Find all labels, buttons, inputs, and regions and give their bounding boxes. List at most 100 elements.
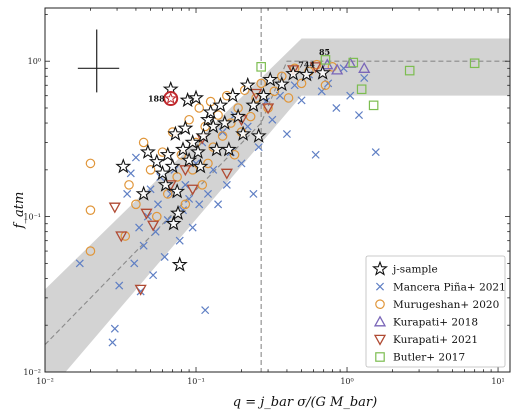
point-kurapati-2021 <box>134 284 147 296</box>
point-kurapati-2021 <box>140 208 153 220</box>
x-tick-label: 10⁻¹ <box>187 377 205 386</box>
point-j-sample <box>167 125 184 141</box>
uncertainty-band <box>45 38 510 372</box>
point-j-sample <box>230 108 247 124</box>
point-mancera-pi-a-2021 <box>209 165 218 174</box>
point-kurapati-2021 <box>309 62 322 74</box>
point-j-sample <box>224 87 241 103</box>
point-kurapati-2018 <box>358 61 371 73</box>
point-j-sample <box>262 71 279 87</box>
legend: j-sample Mancera Piña+ 2021 Murugeshan+ 20… <box>365 255 506 368</box>
point-j-sample <box>148 153 165 169</box>
point-j-sample <box>170 204 187 221</box>
point-j-sample <box>135 185 152 201</box>
annotation-label: 744 <box>298 60 315 70</box>
point-kurapati-2021 <box>186 184 199 196</box>
legend-marker <box>373 315 387 327</box>
point-murugeshan-2020 <box>296 78 307 89</box>
point-murugeshan-2020 <box>85 205 96 215</box>
point-j-sample <box>216 114 233 130</box>
point-j-sample <box>245 96 262 113</box>
x-axis-label: q = j_bar σ/(G M_bar) <box>233 395 377 410</box>
point-mancera-pi-a-2021 <box>371 148 380 157</box>
point-mancera-pi-a-2021 <box>149 271 158 280</box>
point-mancera-pi-a-2021 <box>108 338 117 347</box>
point-j-sample <box>174 141 192 157</box>
point-murugeshan-2020 <box>229 149 240 160</box>
point-mancera-pi-a-2021 <box>268 115 277 124</box>
point-j-sample <box>298 66 315 82</box>
y-axis-label: f_atm <box>12 192 27 230</box>
legend-label: Butler+ 2017 <box>393 352 465 364</box>
point-j-sample <box>164 158 181 174</box>
point-mancera-pi-a-2021 <box>153 200 163 209</box>
annotation-label: 85 <box>319 47 330 57</box>
legend-marker <box>375 282 385 291</box>
point-j-sample <box>250 127 267 143</box>
point-j-sample <box>212 96 229 113</box>
point-mancera-pi-a-2021 <box>181 180 190 189</box>
x-tick-label: 10¹ <box>491 377 504 386</box>
point-mancera-pi-a-2021 <box>115 281 124 290</box>
y-tick-label: 10⁰ <box>28 57 41 66</box>
point-mancera-pi-a-2021 <box>237 159 246 168</box>
y-tick-label: 10⁻² <box>23 368 41 377</box>
point-butler-2017 <box>356 84 367 95</box>
legend-item: j-sample <box>371 260 438 276</box>
data-points <box>75 29 480 347</box>
point-mancera-pi-a-2021 <box>130 259 139 268</box>
legend-item: Murugeshan+ 2020 <box>375 299 499 311</box>
point-kurapati-2021 <box>220 168 233 180</box>
point-mancera-pi-a-2021 <box>346 91 355 100</box>
point-mancera-pi-a-2021 <box>201 306 210 315</box>
legend-box <box>365 255 506 368</box>
point-j-sample <box>184 134 201 150</box>
point-j-sample <box>171 256 188 272</box>
y-tick-label: 10⁻¹ <box>23 213 41 222</box>
point-butler-2017 <box>320 55 331 65</box>
point-j-sample <box>202 103 219 119</box>
point-murugeshan-2020 <box>184 114 194 125</box>
point-murugeshan-2020 <box>269 86 280 97</box>
point-murugeshan-2020 <box>256 78 266 89</box>
legend-marker <box>371 260 389 276</box>
point-murugeshan-2020 <box>180 199 191 210</box>
point-kurapati-2018 <box>331 63 344 75</box>
point-mancera-pi-a-2021 <box>195 200 204 209</box>
point-j-sample <box>169 183 186 199</box>
point-j-sample <box>115 158 132 174</box>
point-j-sample <box>220 141 237 157</box>
point-j-sample <box>199 111 216 127</box>
point-murugeshan-2020 <box>203 158 213 169</box>
point-mancera-pi-a-2021 <box>160 252 169 261</box>
plot-frame <box>44 7 511 373</box>
legend-label: j-sample <box>391 264 438 276</box>
point-murugeshan-2020 <box>145 165 156 175</box>
point-murugeshan-2020 <box>320 80 331 91</box>
point-j-sample <box>192 158 209 174</box>
axis-ticks: 10⁻² 10⁻¹ 10⁰ 10¹ 10⁻² 10⁻¹ 10⁰ <box>23 8 510 386</box>
point-murugeshan-2020 <box>124 180 134 190</box>
point-mancera-pi-a-2021 <box>135 223 144 232</box>
point-j-sample <box>239 76 256 93</box>
legend-label: Kurapati+ 2018 <box>393 317 478 329</box>
point-kurapati-2021 <box>115 231 128 243</box>
point-mancera-pi-a-2021 <box>332 103 341 113</box>
typical-error-bar <box>77 29 120 93</box>
point-j-sample <box>189 143 206 159</box>
point-mancera-pi-a-2021 <box>139 241 148 250</box>
point-mancera-pi-a-2021 <box>185 194 194 203</box>
point-mancera-pi-a-2021 <box>123 189 132 198</box>
point-j-sample <box>195 127 212 143</box>
point-j-sample <box>273 75 290 92</box>
point-j-sample <box>314 64 331 80</box>
legend-label: Murugeshan+ 2020 <box>393 299 499 311</box>
point-mancera-pi-a-2021 <box>126 169 135 178</box>
point-mancera-pi-a-2021 <box>175 236 184 245</box>
legend-label: Kurapati+ 2021 <box>393 334 478 346</box>
point-butler-2017 <box>404 65 415 76</box>
legend-item: Mancera Piña+ 2021 <box>375 281 506 293</box>
point-mancera-pi-a-2021 <box>297 96 306 105</box>
highlighted-point <box>163 91 179 107</box>
